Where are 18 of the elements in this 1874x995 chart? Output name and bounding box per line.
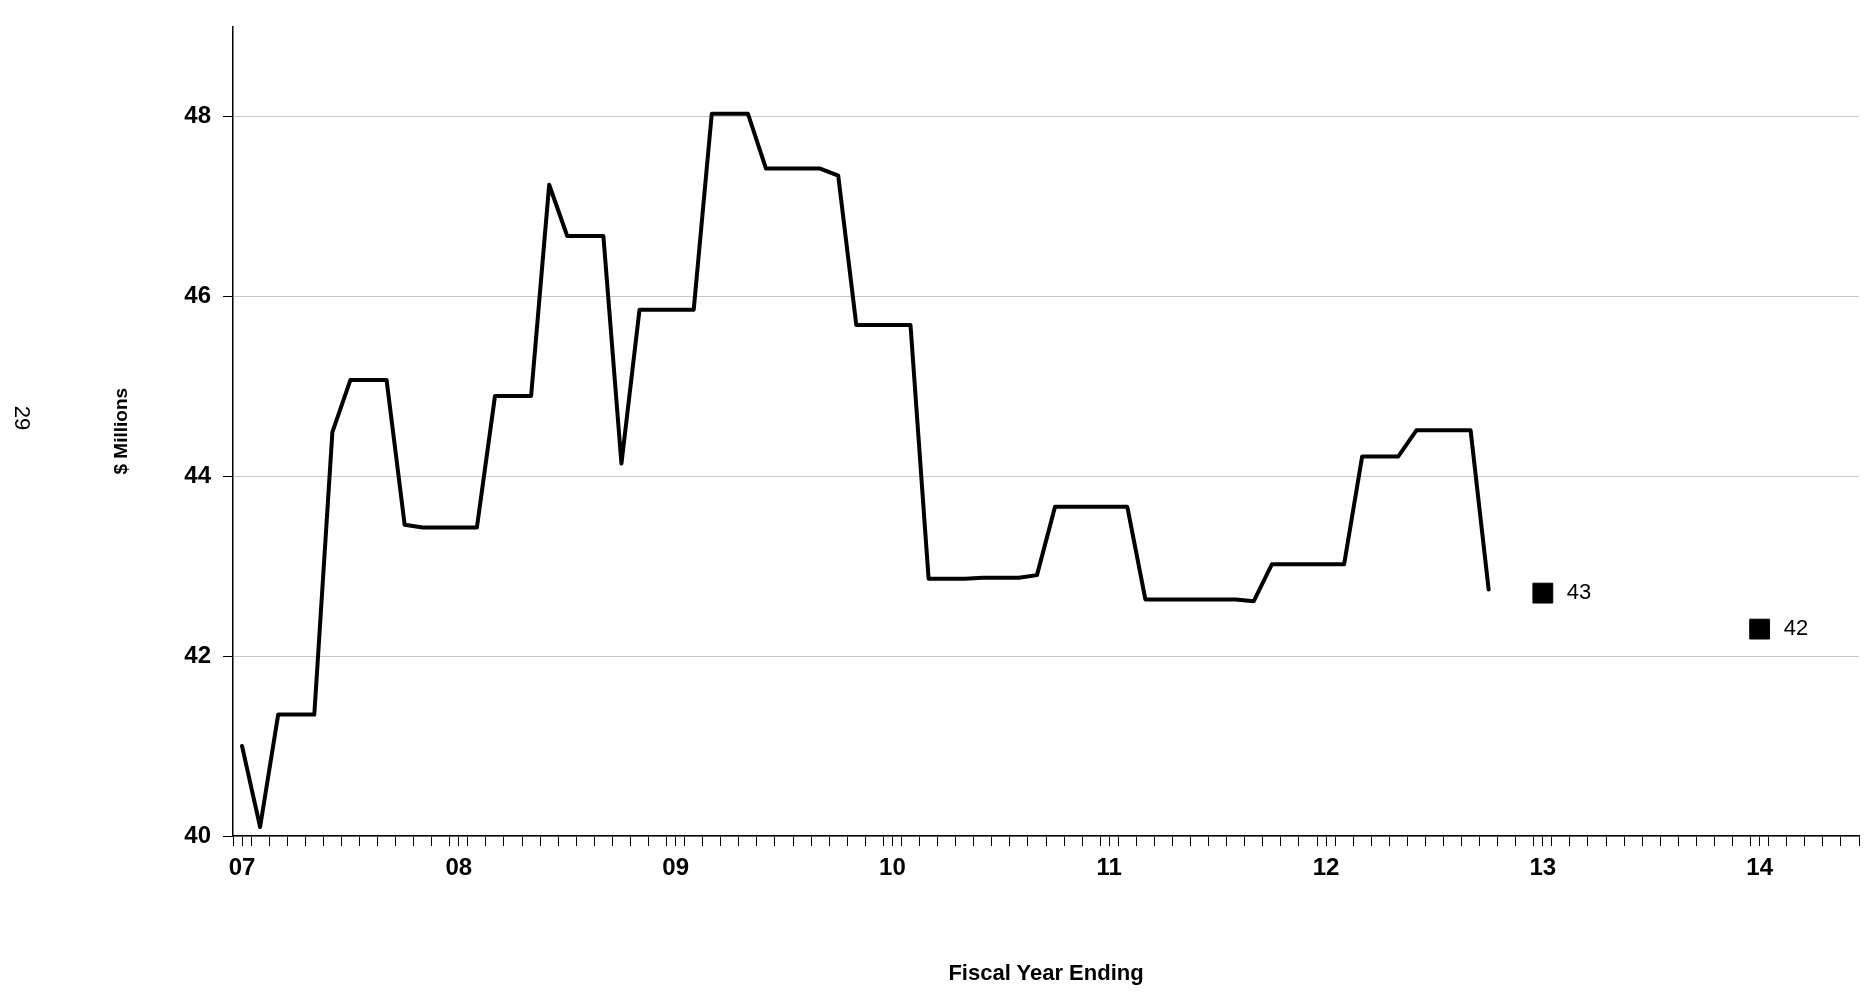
y-tick-label: 44	[184, 460, 212, 488]
data-label: 42	[1783, 615, 1809, 641]
data-label: 43	[1566, 579, 1592, 605]
x-tick-label: 13	[1529, 853, 1557, 881]
x-tick-label: 10	[879, 853, 906, 881]
x-tick-label: 11	[1096, 853, 1122, 881]
y-tick-label: 46	[184, 280, 211, 308]
x-tick-label: 12	[1312, 853, 1340, 881]
x-tick-label: 09	[662, 853, 689, 881]
x-axis-title: Fiscal Year Ending	[948, 959, 1144, 985]
y-tick-label: 42	[184, 640, 211, 668]
y-axis-title: $ Millions	[109, 387, 131, 475]
x-tick-label: 14	[1746, 853, 1774, 881]
y-tick-label: 48	[184, 100, 211, 128]
x-tick-label: 08	[445, 853, 473, 881]
y-tick-label: 40	[184, 820, 211, 848]
text: 29	[9, 405, 36, 431]
x-tick-label: 07	[228, 853, 256, 881]
